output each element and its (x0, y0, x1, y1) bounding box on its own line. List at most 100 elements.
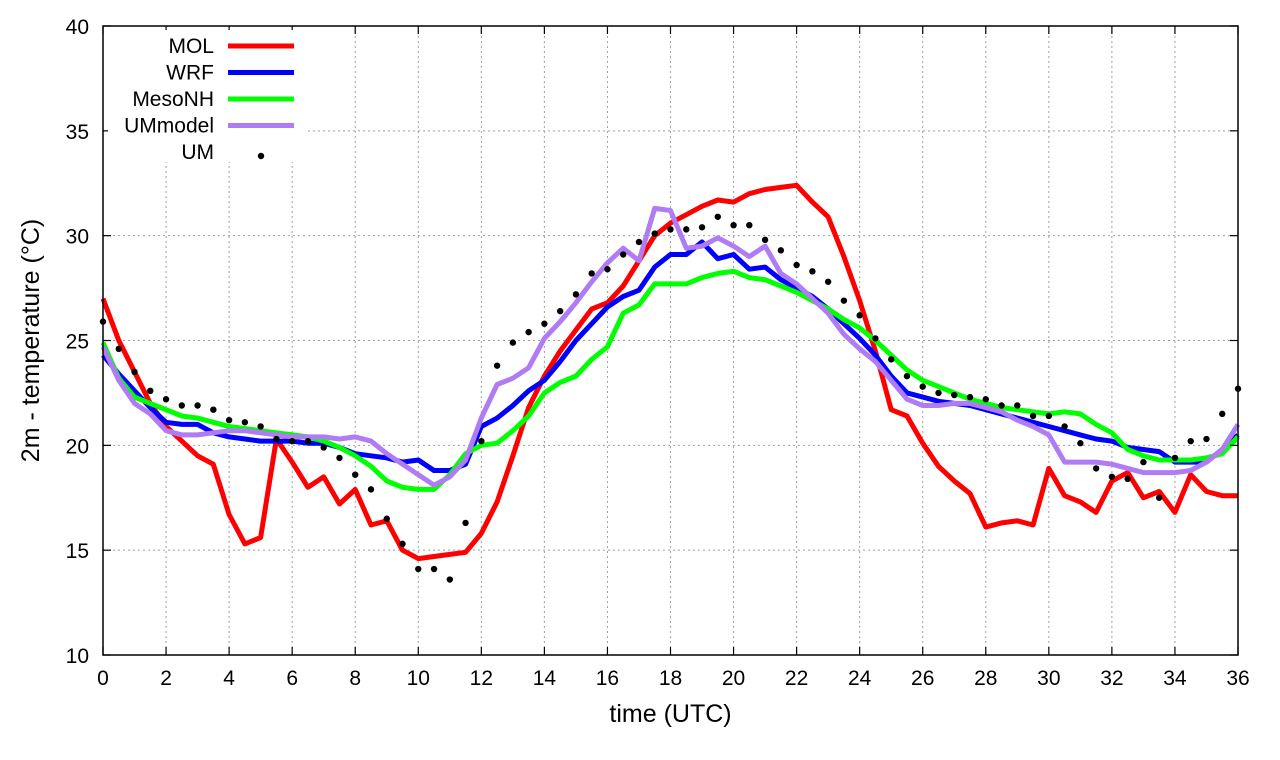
axis-ticks: 0 2 4 6 8 10 12 14 16 18 20 22 24 26 28 30 32 34 361015202… (66, 16, 1250, 690)
x-tick-label: 8 (349, 667, 361, 690)
data-point-um (115, 345, 122, 353)
data-point-um (761, 236, 769, 244)
data-point-um (667, 226, 674, 233)
data-point-um (620, 251, 627, 258)
data-point-um (714, 213, 721, 220)
data-point-um (525, 328, 532, 336)
legend-label-mol: MOL (168, 35, 214, 58)
x-tick-label: 22 (785, 667, 808, 690)
data-point-um (1014, 402, 1021, 409)
data-point-um (147, 387, 154, 395)
data-point-um (572, 291, 580, 298)
data-point-um (1140, 458, 1147, 466)
data-point-um (998, 402, 1005, 409)
data-point-um (887, 356, 895, 363)
data-point-um (446, 576, 454, 583)
legend-background (108, 30, 308, 162)
x-tick-label: 12 (470, 667, 493, 690)
data-point-um (1187, 437, 1194, 445)
data-point-um (903, 372, 911, 380)
legend: MOL WRF MesoNH UMmodel UM (108, 30, 308, 164)
x-tick-label: 18 (659, 667, 682, 690)
x-tick-label: 26 (911, 667, 934, 690)
series-line-ummodel (100, 205, 1241, 488)
data-point-um (257, 423, 264, 430)
legend-label-wrf: WRF (166, 62, 214, 85)
data-point-um (951, 391, 958, 399)
data-point-um (824, 278, 832, 285)
data-point-um (194, 402, 201, 409)
data-point-um (336, 454, 343, 462)
x-tick-label: 4 (223, 667, 235, 690)
data-point-um (493, 362, 501, 369)
data-point-um (793, 261, 800, 269)
data-point-um (556, 307, 564, 315)
data-point-um (698, 224, 706, 231)
data-point-um (162, 396, 170, 403)
data-point-um (777, 247, 785, 254)
data-point-um (1077, 440, 1084, 447)
data-point-um (966, 393, 974, 401)
data-point-um (856, 312, 863, 319)
data-point-um (352, 471, 359, 478)
data-point-um (730, 221, 737, 229)
x-tick-label: 20 (722, 667, 745, 690)
grid-lines (103, 26, 1238, 655)
series-line-mol (100, 182, 1238, 562)
data-point-um (635, 238, 643, 246)
data-point-um (462, 519, 469, 527)
data-point-um (588, 270, 595, 277)
y-axis-title: 2m - temperature (°C) (17, 219, 45, 462)
x-axis-title: time (UTC) (609, 700, 731, 728)
data-point-um (320, 444, 327, 451)
y-tick-label: 40 (66, 16, 89, 39)
data-point-um (919, 383, 926, 390)
legend-marker-um (257, 152, 265, 160)
legend-label-ummodel: UMmodel (124, 115, 214, 138)
data-point-um (288, 437, 296, 445)
x-tick-label: 10 (407, 667, 430, 690)
x-tick-label: 0 (97, 667, 109, 690)
data-point-um (210, 406, 217, 413)
data-point-um (304, 437, 312, 445)
data-point-um (651, 230, 658, 237)
series-layer (99, 182, 1242, 583)
legend-label-mesonh: MesoNH (132, 88, 214, 111)
data-point-um (383, 515, 390, 522)
data-point-um (935, 389, 942, 397)
data-point-um (683, 226, 690, 233)
x-tick-label: 24 (848, 667, 872, 690)
data-point-um (430, 565, 438, 573)
data-point-um (478, 437, 485, 445)
data-point-um (241, 419, 249, 426)
data-point-um (1045, 412, 1053, 420)
data-point-um (415, 565, 422, 573)
data-point-um (746, 221, 753, 229)
x-tick-label: 16 (596, 667, 619, 690)
x-tick-label: 2 (160, 667, 172, 690)
x-tick-label: 14 (533, 667, 557, 690)
y-tick-label: 20 (66, 435, 89, 458)
data-point-um (1155, 494, 1163, 501)
data-point-um (1171, 454, 1179, 462)
data-point-um (1108, 473, 1116, 480)
legend-label-um: UM (181, 141, 214, 164)
x-tick-label: 36 (1226, 667, 1249, 690)
data-point-um (1092, 465, 1100, 472)
y-tick-label: 15 (66, 540, 89, 563)
data-point-um (273, 435, 280, 443)
data-point-um (1061, 423, 1068, 430)
data-point-um (131, 368, 138, 376)
data-point-um (225, 416, 233, 424)
y-tick-label: 25 (66, 331, 89, 354)
data-point-um (541, 320, 548, 327)
data-point-um (982, 396, 989, 403)
series-um (99, 213, 1242, 583)
data-point-um (809, 268, 816, 275)
x-tick-label: 32 (1100, 667, 1123, 690)
data-point-um (509, 339, 517, 346)
x-tick-label: 30 (1037, 667, 1060, 690)
x-tick-label: 6 (286, 667, 298, 690)
data-point-um (1124, 475, 1131, 483)
